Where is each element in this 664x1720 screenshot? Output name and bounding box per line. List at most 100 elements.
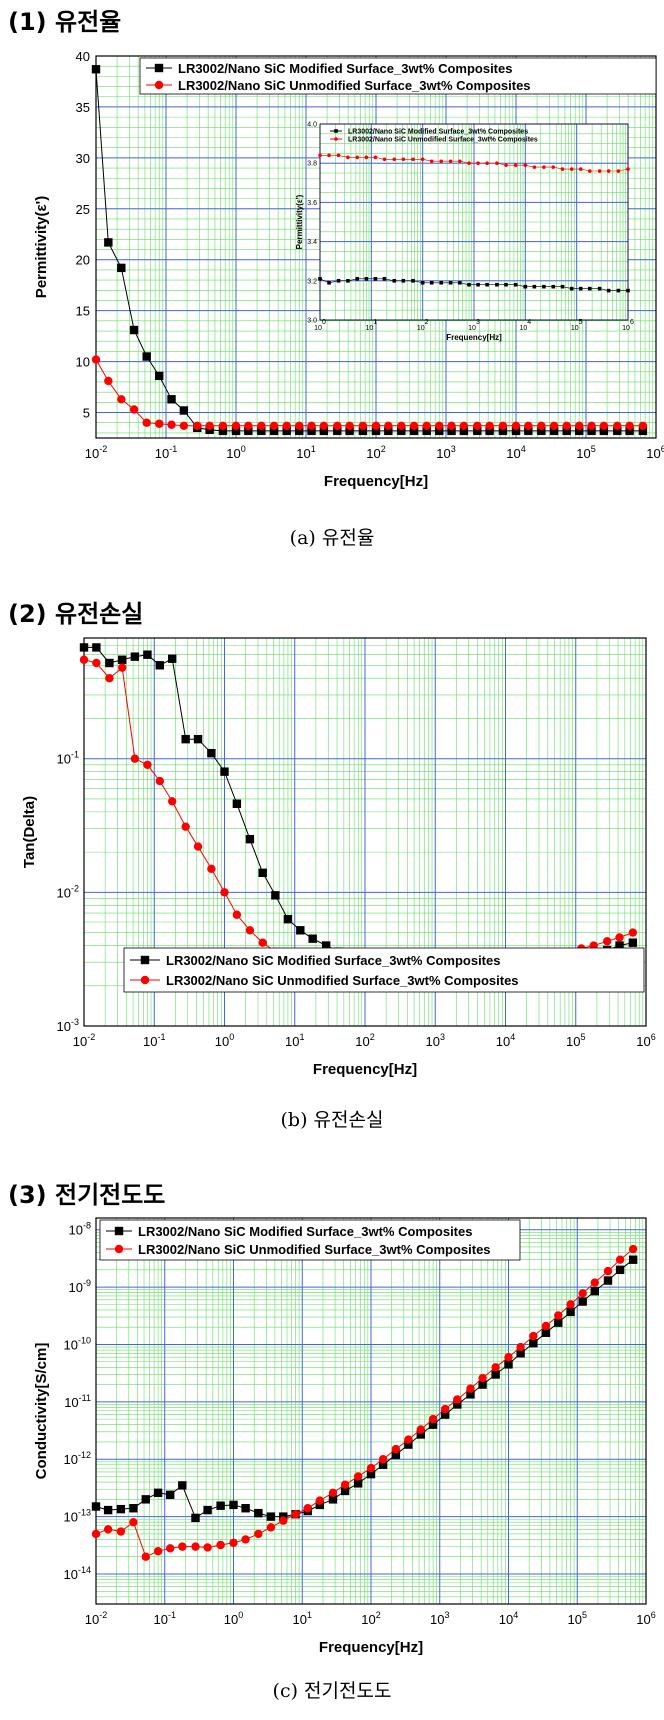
inset-data-point [364,155,369,160]
loss-data-point [602,937,612,946]
perm-data-point [435,426,444,436]
cond-data-point [504,1360,513,1369]
loss-data-point [615,933,624,942]
loss-x-tick-label: 102 [355,1032,374,1049]
loss-data-point [118,663,127,672]
cond-data-point [428,1420,438,1429]
loss-legend-box [123,947,645,993]
inset-data-point [476,161,480,165]
inset-data-point [355,155,359,160]
loss-data-point [167,797,177,806]
cond-data-point [578,1297,587,1306]
inset-data-point [411,279,415,283]
cond-data-point [254,1508,263,1518]
inset-data-point [458,159,462,164]
inset-grid [319,123,629,321]
inset-data-point [532,165,537,169]
perm-x-tick-label: 106 [646,444,664,461]
inset-data-point [355,277,359,281]
loss-data-point [232,799,242,808]
cond-x-tick-label: 102 [361,1610,380,1627]
loss-data-point [220,888,229,897]
inset-data-point [542,165,546,169]
loss-x-tick-label: 105 [566,1032,585,1049]
cond-data-point [440,1410,450,1419]
cond-data-point [516,1349,525,1358]
inset-data-point [467,282,471,287]
inset-legend: LR3002/Nano SiC Modified Surface_3wt% Co… [330,129,538,144]
perm-data-point [575,426,584,436]
cond-data-point [340,1480,350,1489]
cond-data-point [315,1500,324,1510]
cond-data-point [153,1488,163,1498]
cond-y-tick-label: 10-8 [69,1221,91,1238]
cond-y-tick-label: 10-11 [64,1393,91,1410]
loss-x-tick-label: 103 [426,1032,445,1049]
inset-data-point [327,280,331,285]
inset-data-point [373,155,378,160]
cond-data-point [103,1525,113,1534]
cond-data-point [578,1289,587,1298]
inset-x-tick-label: 103 [468,319,480,332]
perm-data-point [319,421,329,430]
cond-x-tick-label: 10-1 [154,1610,176,1627]
perm-data-point [257,426,266,436]
loss-data-point [628,928,638,937]
cond-data-point [416,1425,425,1434]
cond-x-tick-label: 101 [293,1610,312,1627]
cond-data-point [241,1535,250,1544]
cond-x-tick-label: 105 [568,1610,587,1627]
loss-data-point [155,661,165,670]
inset-legend-marker [334,129,338,133]
cond-data-point [91,1502,101,1511]
perm-data-point [587,421,596,430]
panel-heading-dielectric-loss: (2) 유전손실 [8,600,144,628]
cond-data-point [203,1505,212,1515]
perm-data-point [384,426,393,436]
cond-data-point [491,1363,500,1372]
inset-data-point [336,153,341,158]
loss-legend-marker [140,955,150,965]
cond-data-point [129,1517,138,1527]
inset-data-point [587,169,592,173]
perm-data-point [205,421,214,430]
cond-data-point [615,1255,625,1264]
loss-data-point [220,767,229,776]
loss-x-tick-label: 100 [215,1032,234,1049]
cond-data-point [229,1500,238,1510]
inset-data-point [382,277,387,281]
perm-x-tick-label: 103 [436,444,455,461]
inset-data-point [336,279,341,283]
perm-data-point [549,426,559,436]
cond-data-point [191,1513,200,1523]
cond-y-tick-label: 10-10 [64,1335,91,1352]
perm-data-point [384,421,393,430]
loss-data-point [167,654,177,663]
loss-data-point [258,868,267,878]
perm-data-point [524,421,533,430]
perm-data-point [498,426,508,436]
perm-data-point [371,426,381,436]
perm-x-axis-title: Frequency[Hz] [324,473,428,490]
perm-x-tick-label: 100 [226,444,245,461]
cond-data-point [328,1488,338,1498]
perm-data-point [562,421,571,430]
cond-data-point [378,1455,388,1464]
inset-data-point [392,279,397,283]
inset-data-point [597,286,602,291]
perm-data-point [117,263,126,273]
inset-legend-marker [334,137,338,141]
loss-data-point [92,643,101,652]
perm-data-point [447,421,456,430]
inset-data-point [467,161,471,165]
inset-x-tick-label: 106 [622,319,634,332]
cond-data-point [590,1278,599,1287]
perm-x-tick-label: 10-2 [85,444,107,461]
cond-x-tick-label: 10-2 [85,1610,107,1627]
inset-data-point [429,280,434,285]
perm-data-point [269,426,279,436]
inset-x-tick-label: 100 [314,319,326,332]
inset-data-point [587,286,592,291]
perm-data-point [358,426,368,436]
cond-series-unmodified [91,1244,638,1561]
